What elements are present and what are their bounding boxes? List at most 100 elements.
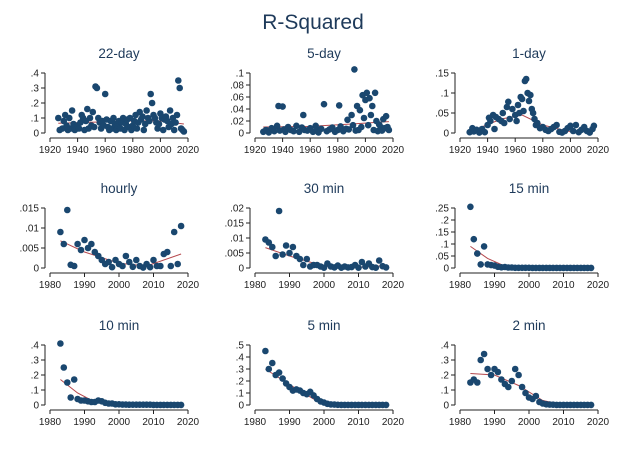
data-point [86, 114, 94, 122]
data-point [110, 114, 117, 122]
panel-title: 2 min [512, 318, 545, 333]
y-tick-label: .08 [230, 81, 244, 92]
data-point [64, 206, 71, 214]
data-point [477, 356, 485, 364]
data-point [279, 375, 286, 382]
data-point [480, 243, 488, 250]
panel-title: 15 min [509, 181, 550, 196]
x-tick-label: 2000 [149, 145, 172, 156]
data-point [155, 120, 163, 128]
x-tick-label: 2010 [347, 417, 370, 428]
x-tick-label: 1980 [39, 280, 62, 291]
y-tick-label: .1 [441, 89, 450, 100]
x-tick-label: 2010 [142, 280, 165, 291]
data-point [262, 347, 269, 355]
data-point [522, 389, 529, 397]
y-tick-label: 0 [238, 401, 244, 412]
y-tick-label: 0 [238, 129, 244, 140]
y-tick-label: 0 [443, 129, 449, 140]
data-point [271, 127, 278, 135]
data-point [289, 243, 297, 251]
panel-title: 22-day [98, 46, 140, 61]
y-tick-label: .4 [31, 69, 40, 80]
data-point [66, 114, 73, 122]
data-point [290, 127, 297, 135]
data-point [159, 126, 167, 134]
y-tick-label: .06 [230, 93, 244, 104]
data-point [157, 262, 164, 270]
data-point [55, 114, 62, 122]
data-point [300, 111, 307, 119]
data-point [279, 251, 286, 258]
x-tick-label: 2000 [108, 280, 131, 291]
data-point [506, 115, 513, 123]
panel-4: hourly 0 .005 .01 .015 1980 1990 2000 2010 2020 [20, 181, 200, 291]
data-point [101, 90, 109, 98]
x-tick-label: 1940 [271, 145, 294, 156]
y-tick-label: .05 [435, 252, 449, 263]
data-point [366, 94, 373, 102]
y-tick-label: .3 [31, 84, 40, 95]
data-point [348, 111, 355, 119]
data-point [344, 116, 351, 124]
data-point [60, 364, 68, 371]
data-point [74, 240, 81, 248]
panel-1: 22-day 0 .1 .2 .3 .4 1920 1940 1960 1980 2000 2020 [31, 46, 200, 156]
data-point [553, 121, 560, 129]
data-point [303, 255, 311, 263]
panel-5: 30 min 0 .005 .01 .015 .02 1980 1990 2000 2010 202… [225, 181, 405, 291]
data-point [147, 90, 154, 98]
x-tick-label: 2020 [177, 417, 200, 428]
data-point [174, 260, 181, 268]
y-tick-label: .3 [236, 365, 245, 376]
y-tick-label: .2 [441, 371, 450, 382]
x-tick-label: 1960 [299, 145, 322, 156]
x-tick-label: 2020 [177, 280, 200, 291]
x-tick-label: 1980 [244, 280, 267, 291]
x-tick-label: 1990 [73, 417, 96, 428]
data-point [480, 350, 488, 358]
data-point [60, 240, 68, 248]
data-point [172, 119, 179, 126]
data-point [358, 123, 365, 131]
x-tick-label: 2020 [587, 280, 610, 291]
data-point [93, 84, 101, 92]
data-point [518, 95, 526, 103]
data-point [282, 242, 290, 249]
panel-title: 10 min [99, 318, 140, 333]
x-tick-label: 2020 [382, 417, 405, 428]
data-point [349, 121, 357, 129]
data-point [177, 222, 185, 230]
data-point [369, 102, 376, 110]
y-tick-label: .2 [236, 377, 245, 388]
data-point [286, 249, 293, 257]
x-tick-label: 2020 [382, 280, 405, 291]
data-point [503, 103, 511, 111]
data-point [77, 246, 85, 254]
data-point [474, 250, 481, 257]
data-point [105, 258, 112, 266]
x-tick-label: 2020 [587, 417, 610, 428]
data-point [67, 394, 74, 401]
data-point [467, 203, 474, 211]
data-point [269, 359, 276, 367]
panel-7: 10 min 0 .1 .2 .3 .4 1980 1990 2000 2010 2020 [31, 318, 200, 428]
data-point [337, 123, 344, 130]
data-point [499, 109, 507, 117]
data-point [143, 107, 150, 114]
data-point [375, 257, 383, 264]
y-tick-label: .02 [230, 204, 244, 215]
y-tick-label: .15 [435, 69, 449, 80]
data-point [89, 108, 97, 116]
data-point [148, 99, 156, 107]
y-tick-label: .05 [435, 109, 449, 120]
data-point [371, 89, 379, 97]
y-tick-label: .4 [31, 341, 40, 352]
data-point [358, 258, 366, 266]
x-tick-label: 1990 [73, 280, 96, 291]
y-tick-label: .2 [31, 99, 40, 110]
data-point [364, 121, 372, 129]
x-tick-label: 2000 [313, 280, 336, 291]
data-point [351, 66, 358, 73]
